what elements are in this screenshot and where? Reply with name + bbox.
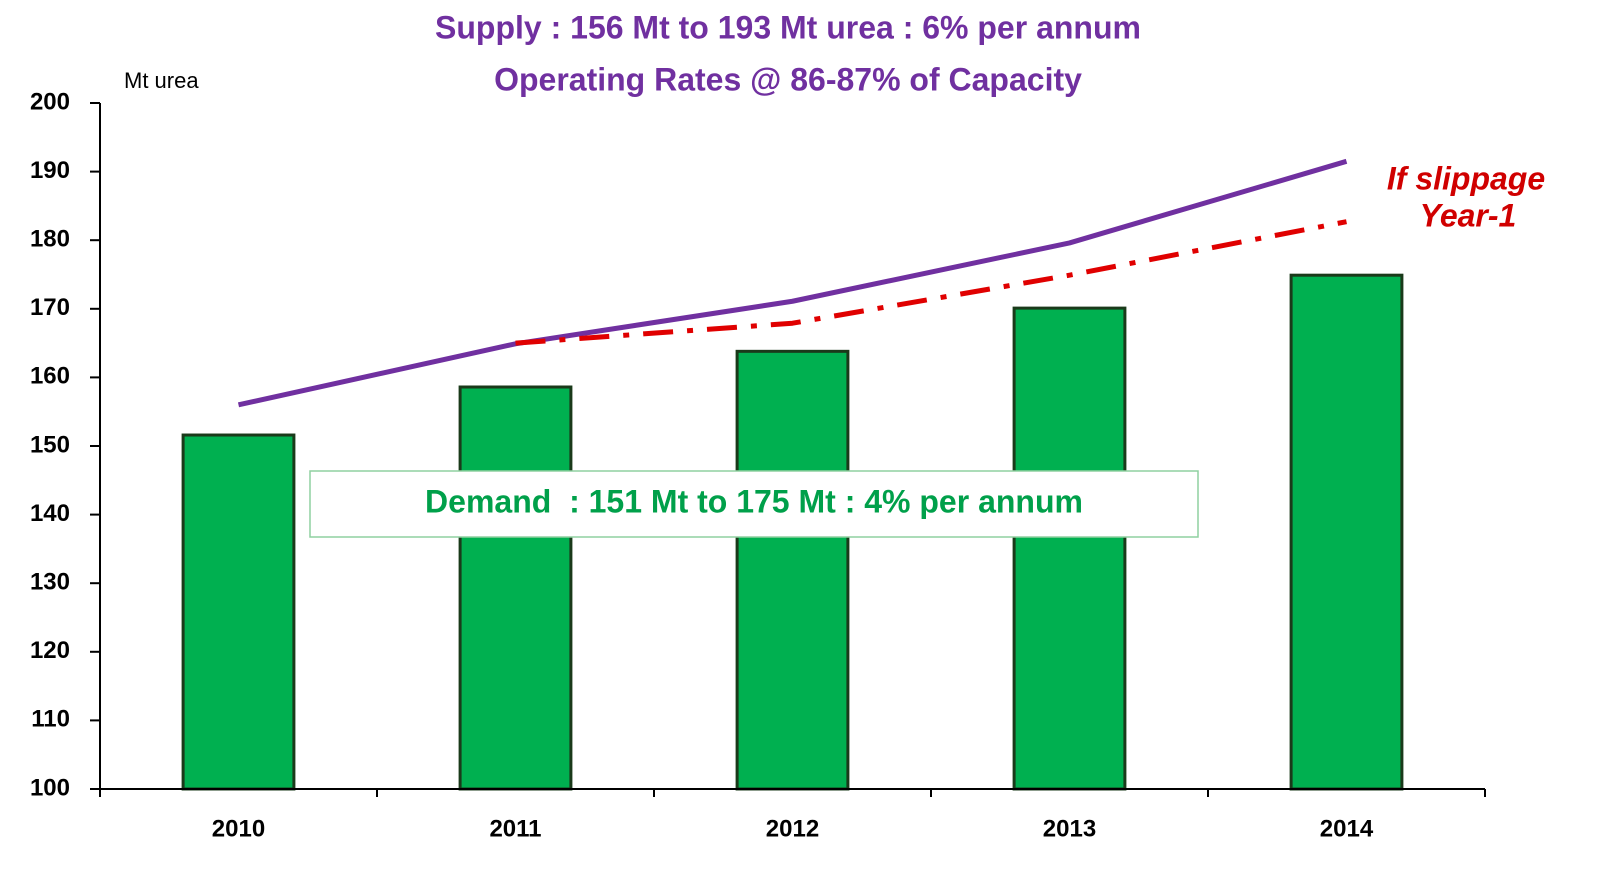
- x-tick-label: 2014: [1320, 815, 1374, 842]
- y-tick-label: 140: [30, 500, 70, 527]
- y-tick-label: 110: [31, 706, 70, 733]
- x-tick-label: 2010: [212, 815, 265, 842]
- annotation: Demand : 151 Mt to 175 Mt : 4% per annum: [425, 483, 1083, 519]
- y-tick-label: 160: [30, 363, 70, 390]
- x-tick-label: 2011: [489, 815, 541, 842]
- y-tick-label: 200: [30, 88, 70, 115]
- y-tick-label: 120: [30, 637, 70, 664]
- annotation: If slippage: [1387, 160, 1545, 196]
- y-tick-label: 170: [30, 294, 70, 321]
- line: [237, 158, 1348, 408]
- annotation: Year-1: [1420, 197, 1517, 233]
- bar: [1012, 306, 1127, 791]
- line: [515, 219, 1347, 346]
- y-axis-label: Mt urea: [124, 68, 199, 93]
- chart-subtitle: Operating Rates @ 86-87% of Capacity: [494, 61, 1082, 97]
- x-tick-label: 2013: [1043, 815, 1096, 842]
- bar: [458, 385, 573, 791]
- y-tick-label: 130: [30, 569, 70, 596]
- chart-title: Supply : 156 Mt to 193 Mt urea : 6% per …: [435, 9, 1141, 45]
- bar: [1289, 273, 1404, 791]
- y-tick-label: 180: [30, 226, 70, 253]
- bar: [735, 349, 850, 791]
- y-tick-label: 190: [30, 157, 70, 184]
- y-tick-label: 150: [30, 431, 70, 458]
- y-tick-label: 100: [30, 774, 70, 801]
- x-tick-label: 2012: [766, 815, 819, 842]
- bar: [181, 433, 296, 791]
- annotation-box: [309, 470, 1199, 538]
